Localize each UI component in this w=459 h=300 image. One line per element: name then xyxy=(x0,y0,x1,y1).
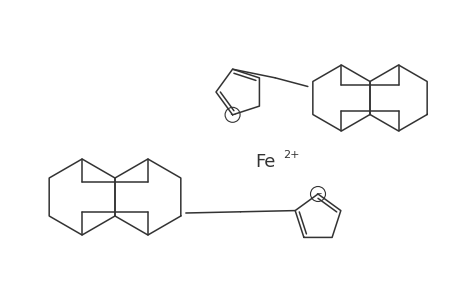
Text: 2+: 2+ xyxy=(282,150,299,160)
Text: −: − xyxy=(229,110,235,119)
Text: −: − xyxy=(314,190,320,199)
Text: Fe: Fe xyxy=(254,153,275,171)
